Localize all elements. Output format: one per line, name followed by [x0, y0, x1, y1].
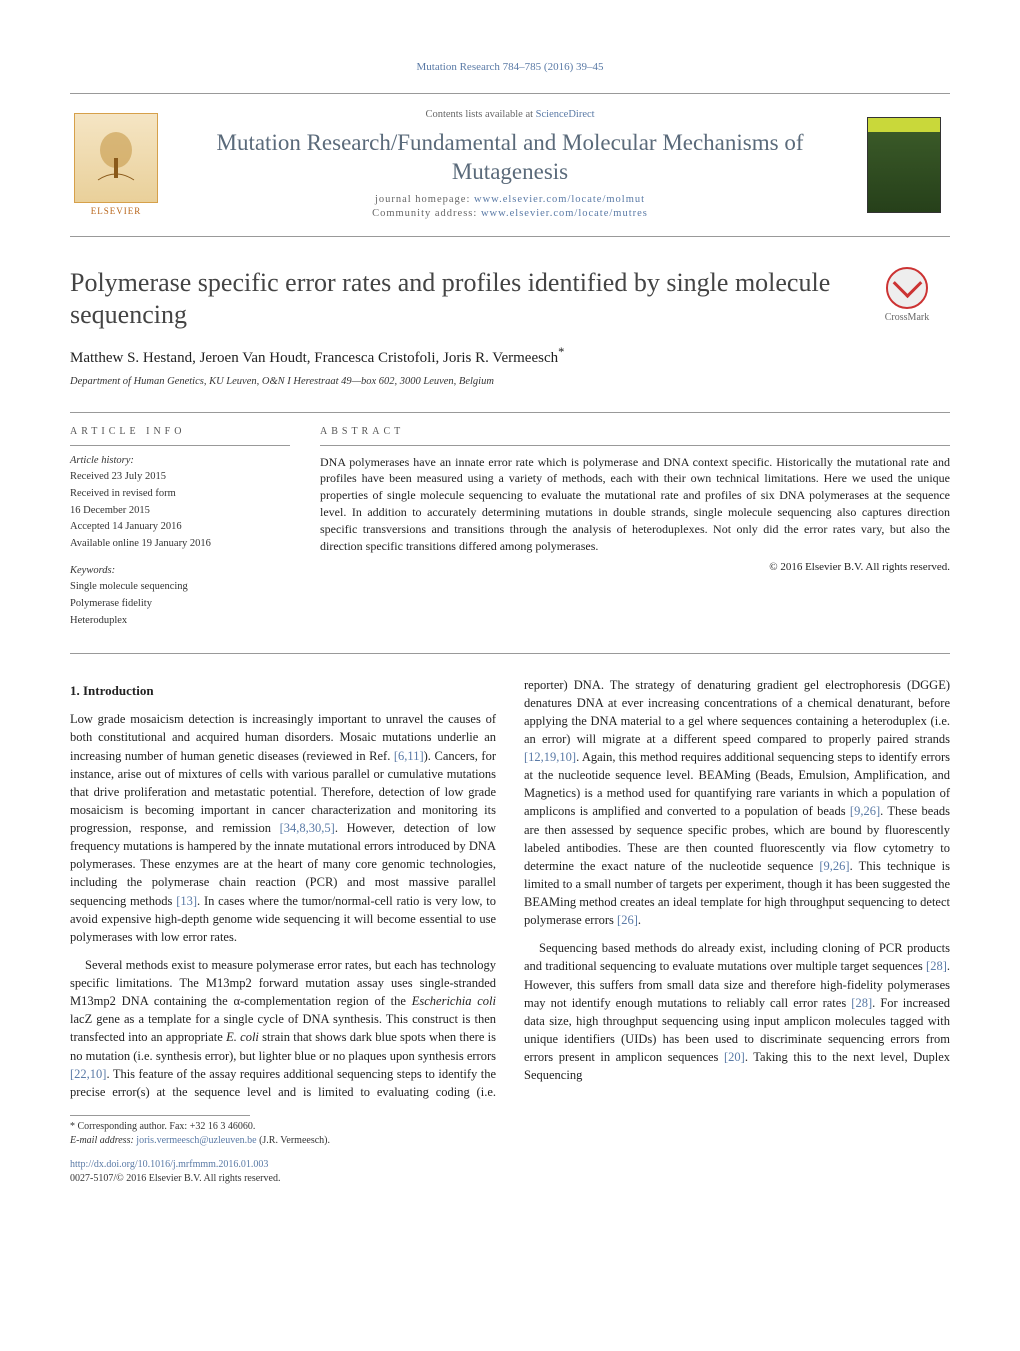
community-label: Community address: [372, 208, 481, 219]
keyword-item: Polymerase fidelity [70, 597, 290, 612]
intro-paragraph: Low grade mosaicism detection is increas… [70, 710, 496, 946]
rule-top-info [70, 412, 950, 413]
history-online: Available online 19 January 2016 [70, 537, 290, 552]
corresponding-author-footnote: * Corresponding author. Fax: +32 16 3 46… [70, 1120, 950, 1134]
citation[interactable]: [26] [617, 913, 638, 927]
article-title: Polymerase specific error rates and prof… [70, 267, 848, 332]
running-head: Mutation Research 784–785 (2016) 39–45 [70, 60, 950, 75]
history-revised-line1: Received in revised form [70, 487, 290, 502]
corr-text: Corresponding author. Fax: +32 16 3 4606… [78, 1121, 256, 1132]
contents-prefix: Contents lists available at [425, 109, 535, 120]
journal-masthead: ELSEVIER Contents lists available at Sci… [70, 93, 950, 237]
species-name: E. coli [226, 1030, 259, 1044]
abstract-copyright: © 2016 Elsevier B.V. All rights reserved… [320, 560, 950, 575]
citation[interactable]: [22,10] [70, 1067, 106, 1081]
crossmark-badge[interactable]: CrossMark [864, 267, 950, 325]
sciencedirect-link[interactable]: ScienceDirect [536, 109, 595, 120]
doi-link[interactable]: http://dx.doi.org/10.1016/j.mrfmmm.2016.… [70, 1159, 268, 1170]
abstract-heading: abstract [320, 425, 950, 446]
corresponding-marker: * [558, 345, 564, 359]
history-revised-line2: 16 December 2015 [70, 504, 290, 519]
history-label: Article history: [70, 454, 290, 469]
section-heading-intro: 1. Introduction [70, 682, 496, 701]
journal-cover-icon [867, 117, 941, 213]
citation[interactable]: [12,19,10] [524, 750, 576, 764]
corr-email-link[interactable]: joris.vermeesch@uzleuven.be [136, 1135, 256, 1146]
email-footnote: E-mail address: joris.vermeesch@uzleuven… [70, 1134, 950, 1148]
crossmark-label: CrossMark [885, 312, 929, 323]
contents-available-line: Contents lists available at ScienceDirec… [184, 108, 836, 123]
body-text: . [638, 913, 641, 927]
rule-bottom-info [70, 653, 950, 654]
keyword-item: Heteroduplex [70, 614, 290, 629]
issn-copyright-line: 0027-5107/© 2016 Elsevier B.V. All right… [70, 1173, 280, 1184]
footnotes-block: * Corresponding author. Fax: +32 16 3 46… [70, 1120, 950, 1148]
article-info-heading: article info [70, 425, 290, 446]
corr-marker-foot: * [70, 1121, 75, 1132]
email-attribution: (J.R. Vermeesch). [259, 1135, 330, 1146]
body-text: Sequencing based methods do already exis… [524, 941, 950, 973]
species-name: Escherichia coli [412, 994, 496, 1008]
affiliation: Department of Human Genetics, KU Leuven,… [70, 375, 950, 390]
author-list: Matthew S. Hestand, Jeroen Van Houdt, Fr… [70, 344, 950, 369]
citation[interactable]: [6,11] [394, 749, 424, 763]
community-address-link[interactable]: www.elsevier.com/locate/mutres [481, 208, 648, 219]
community-address-line: Community address: www.elsevier.com/loca… [184, 207, 836, 222]
journal-cover-thumb-block [858, 104, 950, 226]
doi-block: http://dx.doi.org/10.1016/j.mrfmmm.2016.… [70, 1158, 950, 1186]
keywords-label: Keywords: [70, 564, 290, 579]
citation[interactable]: [13] [176, 894, 197, 908]
crossmark-icon [886, 267, 928, 309]
citation[interactable]: [28] [926, 959, 947, 973]
footnote-rule [70, 1115, 250, 1116]
history-received: Received 23 July 2015 [70, 470, 290, 485]
citation[interactable]: [9,26] [819, 859, 849, 873]
citation[interactable]: [9,26] [850, 804, 880, 818]
homepage-label: journal homepage: [375, 194, 474, 205]
publisher-logo-block: ELSEVIER [70, 104, 162, 226]
abstract-body: DNA polymerases have an innate error rat… [320, 454, 950, 555]
journal-homepage-line: journal homepage: www.elsevier.com/locat… [184, 193, 836, 208]
citation[interactable]: [20] [724, 1050, 745, 1064]
citation[interactable]: [34,8,30,5] [280, 821, 335, 835]
citation[interactable]: [28] [851, 996, 872, 1010]
email-label: E-mail address: [70, 1135, 134, 1146]
publisher-name: ELSEVIER [74, 205, 158, 218]
body-columns: 1. Introduction Low grade mosaicism dete… [70, 676, 950, 1101]
article-info-block: article info Article history: Received 2… [70, 425, 290, 631]
journal-title: Mutation Research/Fundamental and Molecu… [184, 129, 836, 187]
elsevier-tree-icon [74, 113, 158, 203]
abstract-block: abstract DNA polymerases have an innate … [320, 425, 950, 631]
intro-paragraph: Sequencing based methods do already exis… [524, 939, 950, 1084]
authors-text: Matthew S. Hestand, Jeroen Van Houdt, Fr… [70, 350, 558, 366]
history-accepted: Accepted 14 January 2016 [70, 520, 290, 535]
keyword-item: Single molecule sequencing [70, 580, 290, 595]
journal-homepage-link[interactable]: www.elsevier.com/locate/molmut [474, 194, 645, 205]
